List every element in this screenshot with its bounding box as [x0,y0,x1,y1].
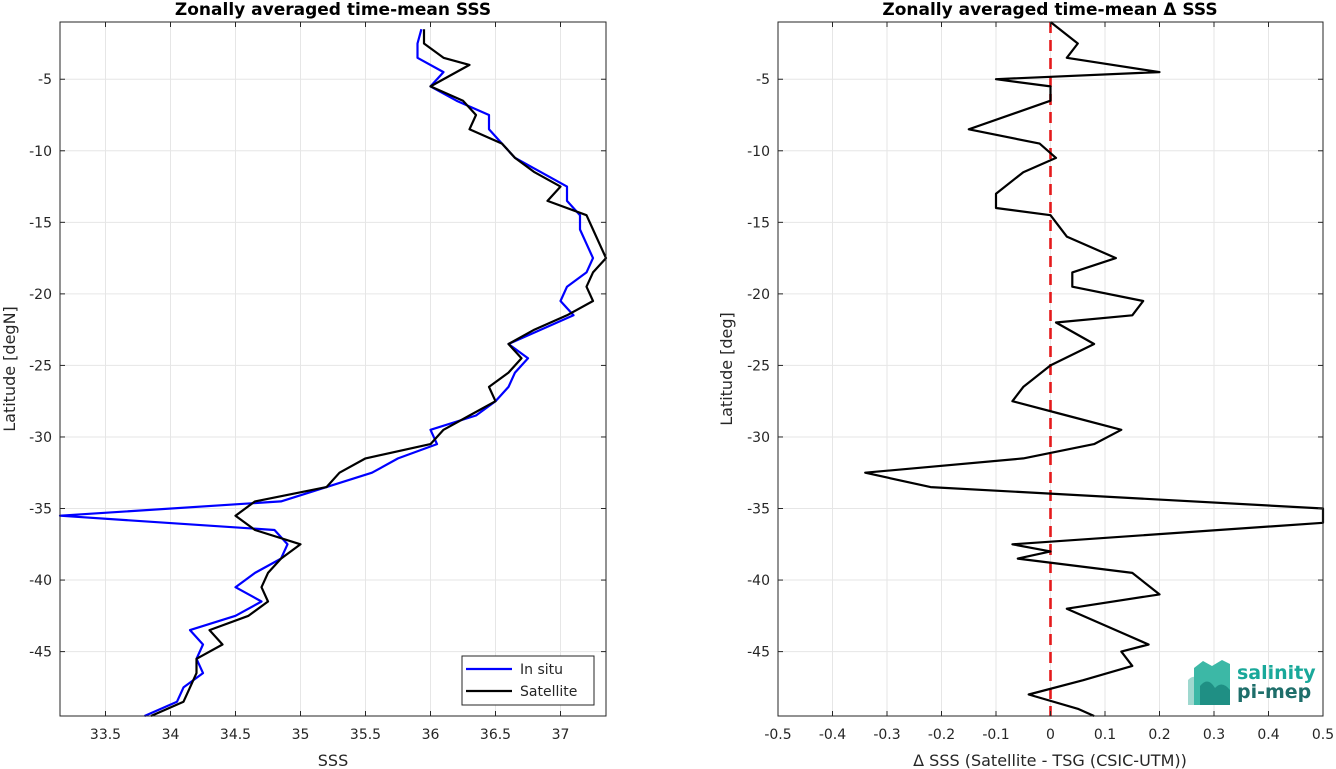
x-tick-label: 0 [1046,727,1055,743]
y-tick-label: -35 [29,502,52,518]
legend: In situ Satellite [461,655,595,706]
x-tick-label: -0.3 [873,727,900,743]
delta-sss-line [864,21,1325,718]
legend-satellite-label: Satellite [520,684,577,700]
y-tick-label: -5 [38,72,52,88]
y-tick-label: -35 [747,502,770,518]
y-tick-label: -5 [756,72,770,88]
left-ylabel: Latitude [degN] [0,306,19,432]
y-tick-label: -25 [29,358,52,374]
x-tick-label: 0.3 [1203,727,1225,743]
y-tick-label: -10 [747,144,770,160]
legend-in-situ-label: In situ [520,662,563,678]
left-panel: 33.5 34 34.5 35 35.5 36 36.5 37 -5 -10 -15 -20 -25 -3… [0,0,608,769]
x-tick-label: 35 [292,727,310,743]
y-tick-label: -15 [747,215,770,231]
x-tick-label: 36.5 [480,727,511,743]
logo-text-line2: pi-mep [1237,681,1311,703]
y-tick-label: -20 [29,287,52,303]
x-tick-label: 34 [162,727,180,743]
salinity-pi-mep-logo: salinity pi-mep [1188,660,1316,705]
left-xlabel: SSS [318,751,348,769]
x-tick-label: -0.1 [982,727,1009,743]
legend-box [461,655,595,706]
logo-text-line1: salinity [1237,662,1316,684]
x-tick-label: -0.5 [764,727,791,743]
left-grid [60,22,606,716]
right-title: Zonally averaged time-mean Δ SSS [882,0,1217,20]
satellite-line [150,29,608,718]
x-tick-label: 37 [552,727,570,743]
y-tick-label: -40 [747,573,770,589]
right-panel: -0.5 -0.4 -0.3 -0.2 -0.1 0 0.1 0.2 0.3 0.4 0.5 -5 -1… [717,0,1334,769]
right-ylabel: Latitude [deg] [717,312,736,426]
y-tick-label: -20 [747,287,770,303]
x-tick-label: 36 [422,727,440,743]
right-ticks: -0.5 -0.4 -0.3 -0.2 -0.1 0 0.1 0.2 0.3 0.4 0.5 -5 -1… [747,22,1334,743]
y-tick-label: -10 [29,144,52,160]
left-axes-box [59,21,607,717]
logo-wave-icon [1188,660,1230,705]
x-tick-label: 0.5 [1312,727,1334,743]
x-tick-label: 33.5 [90,727,121,743]
x-tick-label: 0.4 [1257,727,1279,743]
x-tick-label: 34.5 [220,727,251,743]
y-tick-label: -25 [747,358,770,374]
y-tick-label: -45 [747,645,770,661]
y-tick-label: -30 [29,430,52,446]
in-situ-line [58,28,595,718]
x-tick-label: 0.2 [1148,727,1170,743]
y-tick-label: -45 [29,645,52,661]
y-tick-label: -30 [747,430,770,446]
left-title: Zonally averaged time-mean SSS [175,0,491,20]
right-xlabel: Δ SSS (Satellite - TSG (CSIC-UTM)) [913,751,1187,769]
y-tick-label: -40 [29,573,52,589]
x-tick-label: -0.4 [819,727,846,743]
x-tick-label: 35.5 [350,727,381,743]
x-tick-label: -0.2 [928,727,955,743]
x-tick-label: 0.1 [1094,727,1116,743]
y-tick-label: -15 [29,215,52,231]
left-ticks: 33.5 34 34.5 35 35.5 36 36.5 37 -5 -10 -15 -20 -25 -3… [29,22,606,743]
